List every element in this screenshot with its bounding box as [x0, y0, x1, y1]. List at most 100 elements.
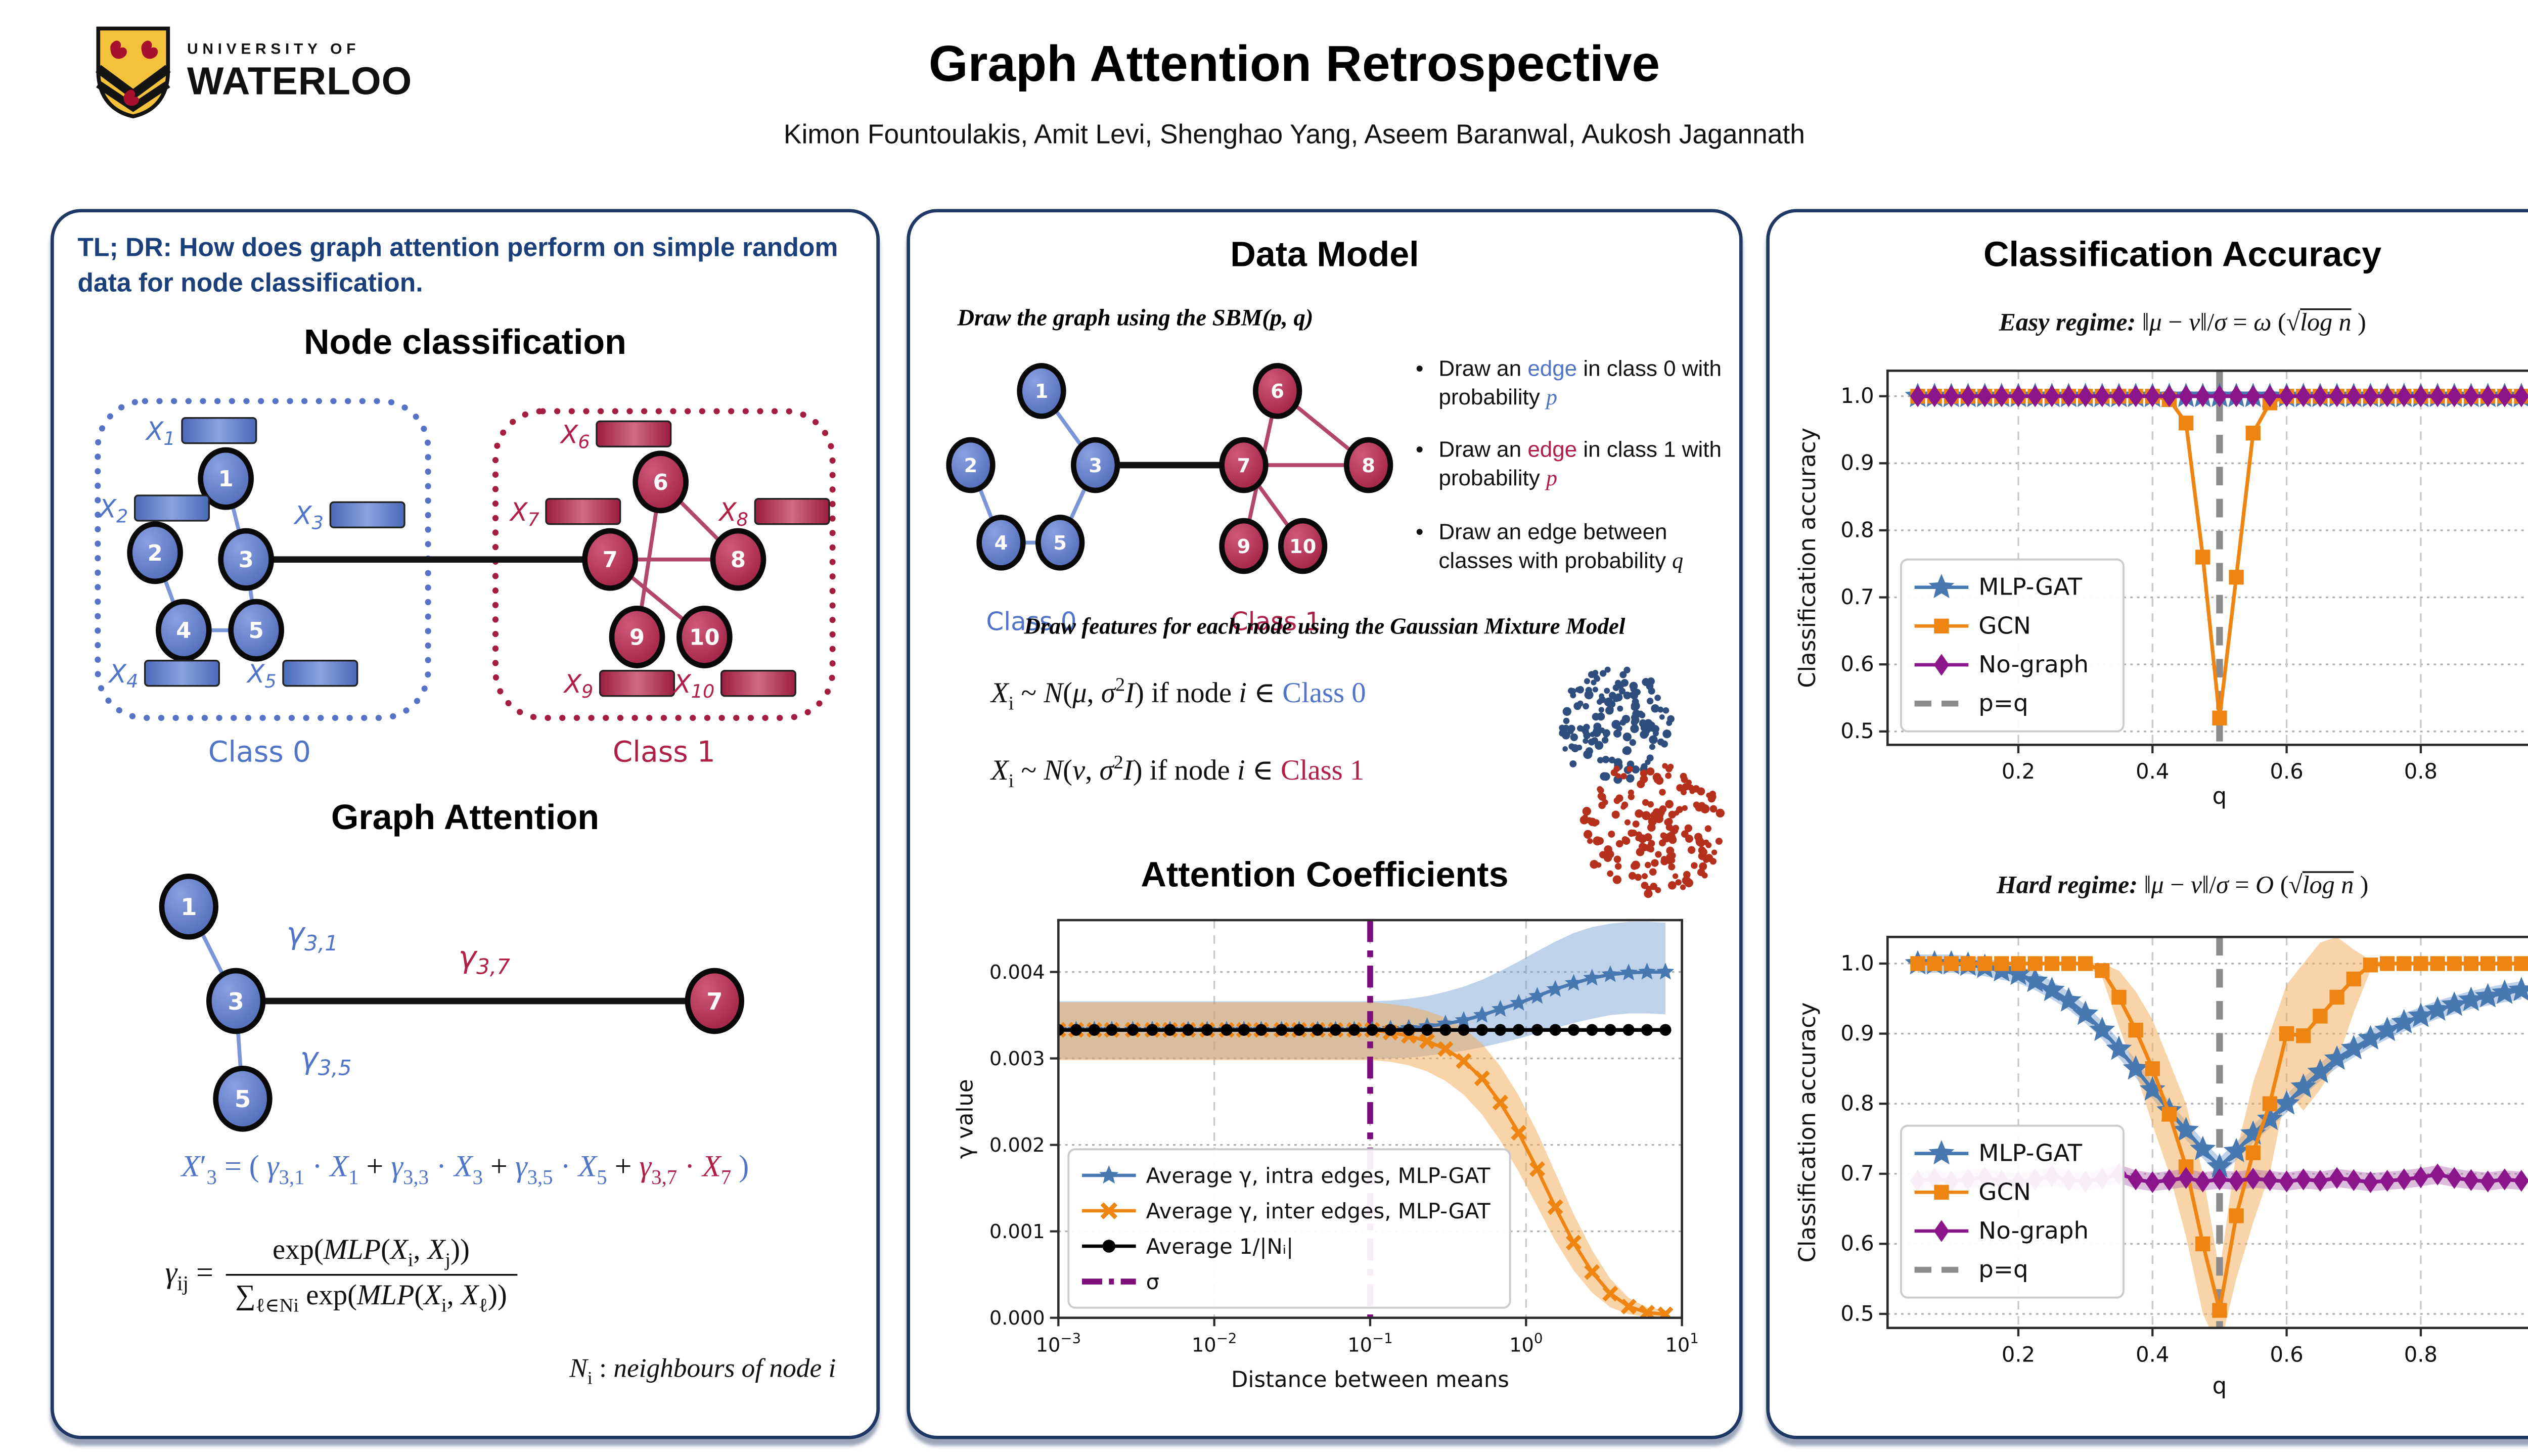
svg-text:X10: X10	[672, 669, 714, 702]
neighbours-note: Ni : neighbours of node i	[569, 1354, 836, 1389]
svg-text:1: 1	[1035, 380, 1049, 403]
tldr-text: TL; DR: How does graph attention perform…	[77, 234, 838, 298]
right-panel: Classification Accuracy Easy regime: ‖μ …	[1766, 209, 2528, 1439]
left-panel: TL; DR: How does graph attention perform…	[50, 209, 880, 1439]
svg-text:2: 2	[964, 454, 978, 477]
svg-text:6: 6	[1271, 380, 1284, 403]
svg-text:MLP-GAT: MLP-GAT	[1978, 1140, 2082, 1167]
waterloo-shield-icon	[96, 26, 171, 119]
svg-text:0.7: 0.7	[1840, 584, 1874, 609]
gmm-formula-class1: Xi ~ N(ν, σ2I) if node i ∈ Class 1	[990, 751, 1365, 792]
gamma-formula-denominator: ∑ℓ∈Ni exp(MLP(Xi, Xℓ))	[235, 1280, 507, 1317]
classification-accuracy-title: Classification Accuracy	[1983, 236, 2382, 275]
gmm-formula-class0: Xi ~ N(μ, σ2I) if node i ∈ Class 0	[990, 674, 1366, 715]
poster-title: Graph Attention Retrospective	[928, 37, 1660, 93]
svg-text:0.4: 0.4	[2136, 1342, 2169, 1367]
logo-line2: WATERLOO	[187, 59, 413, 103]
svg-text:10: 10	[689, 625, 719, 651]
svg-text:4: 4	[995, 532, 1008, 555]
svg-text:Average γ, inter edges, MLP-GA: Average γ, inter edges, MLP-GAT	[1146, 1199, 1491, 1223]
svg-text:3: 3	[1089, 454, 1102, 477]
svg-text:X5: X5	[246, 659, 277, 692]
svg-text:0.7: 0.7	[1840, 1161, 1874, 1186]
svg-text:MLP-GAT: MLP-GAT	[1978, 574, 2082, 601]
logo-line1: UNIVERSITY OF	[187, 40, 360, 58]
svg-text:p=q: p=q	[1978, 690, 2028, 717]
svg-text:0.9: 0.9	[1840, 450, 1874, 475]
node-classification-diagram: 1 2 3 4 5 6 7 8 9 10 X1 X2 X3 X4 X5 X6 X7 X8 X9 X10 Class 0 C…	[95, 398, 836, 769]
svg-text:10−2: 10−2	[1192, 1330, 1237, 1357]
svg-text:X4: X4	[108, 659, 139, 692]
svg-text:γ3,5: γ3,5	[300, 1040, 351, 1080]
bullet-edge-class0: Draw an edge in class 0 with probability…	[1416, 354, 1726, 412]
svg-text:γ3,7: γ3,7	[459, 939, 511, 979]
gmm-caption: Draw features for each node using the Ga…	[1024, 613, 1626, 639]
svg-text:Classification accuracy: Classification accuracy	[1794, 1003, 1821, 1263]
graph-attention-diagram: 1 3 5 7 γ3,1 γ3,7 γ3,5	[159, 873, 744, 1132]
gamma-formula-numerator: exp(MLP(Xi, Xj))	[273, 1233, 470, 1271]
svg-text:Distance between means: Distance between means	[1231, 1367, 1509, 1392]
svg-text:0.5: 0.5	[1840, 718, 1874, 743]
bullet-edge-class1: Draw an edge in class 1 with probability…	[1416, 435, 1726, 493]
svg-text:GCN: GCN	[1978, 612, 2031, 640]
svg-text:0.001: 0.001	[989, 1220, 1045, 1243]
svg-text:X6: X6	[559, 420, 590, 453]
bullet-dot	[1416, 354, 1423, 412]
svg-text:6: 6	[653, 470, 668, 495]
hard-regime-chart: 0.2 0.4 0.6 0.8 0.5 0.6 0.7 0.8 0.9 1.0 q Classific…	[1794, 935, 2528, 1399]
svg-text:0.6: 0.6	[2270, 759, 2303, 784]
sbm-caption: Draw the graph using the SBM(p, q)	[957, 306, 1314, 332]
svg-text:q: q	[2213, 783, 2227, 809]
svg-text:1.0: 1.0	[1840, 950, 1874, 975]
svg-text:Class 0: Class 0	[208, 736, 311, 769]
svg-text:X2: X2	[98, 494, 128, 527]
svg-text:X1: X1	[145, 417, 175, 449]
svg-text:3: 3	[228, 988, 244, 1016]
svg-text:0.6: 0.6	[1840, 652, 1874, 676]
easy-regime-title: Easy regime: ‖μ − ν‖/σ = ω (√log n )	[1999, 310, 2366, 337]
attention-coefficients-chart: 10−3 10−2 10−1 100 101 0.000 0.001 0.002 0.003 0.…	[953, 919, 1699, 1392]
middle-panel: Data Model Draw the graph using the SBM(…	[907, 209, 1743, 1439]
svg-text:10: 10	[1289, 535, 1316, 558]
bullet-dot	[1416, 435, 1423, 493]
svg-text:7: 7	[603, 548, 618, 573]
svg-text:0.6: 0.6	[1840, 1231, 1874, 1256]
svg-text:Class 1: Class 1	[613, 736, 715, 769]
svg-text:0.9: 0.9	[1840, 1021, 1874, 1045]
bullet-dot	[1416, 517, 1423, 574]
svg-text:No-graph: No-graph	[1978, 1217, 2089, 1245]
data-model-title: Data Model	[1230, 236, 1419, 275]
svg-text:γ3,1: γ3,1	[287, 916, 338, 956]
svg-text:GCN: GCN	[1978, 1178, 2031, 1206]
svg-text:100: 100	[1509, 1330, 1543, 1357]
svg-text:0.4: 0.4	[2136, 759, 2169, 784]
svg-text:X7: X7	[509, 497, 539, 530]
svg-text:9: 9	[629, 625, 645, 651]
svg-text:0.2: 0.2	[2002, 1342, 2035, 1367]
svg-text:X3: X3	[293, 501, 324, 534]
fraction-bar	[225, 1275, 517, 1277]
svg-text:3: 3	[239, 548, 254, 573]
svg-text:σ: σ	[1146, 1269, 1159, 1294]
gat-aggregation-formula: X′3 = ( γ3,1 · X1 + γ3,3 · X3 + γ3,5 · X…	[181, 1149, 749, 1189]
node-classification-title: Node classification	[303, 323, 626, 362]
svg-text:0.6: 0.6	[2270, 1342, 2303, 1367]
svg-text:0.2: 0.2	[2002, 759, 2035, 784]
svg-text:8: 8	[1362, 454, 1375, 477]
svg-text:0.8: 0.8	[2404, 759, 2437, 784]
attention-coefficients-title: Attention Coefficients	[1141, 856, 1509, 895]
svg-text:No-graph: No-graph	[1978, 651, 2089, 678]
hard-regime-title: Hard regime: ‖μ − ν‖/σ = O (√log n )	[1996, 873, 2369, 900]
sbm-graph-diagram: 1 2 3 4 5 6 7 8 9 10 Class 0 Class 1	[946, 362, 1393, 636]
svg-text:q: q	[2213, 1373, 2227, 1399]
svg-text:p=q: p=q	[1978, 1256, 2028, 1284]
svg-text:0.5: 0.5	[1840, 1301, 1874, 1326]
svg-text:0.000: 0.000	[989, 1307, 1045, 1330]
svg-text:0.002: 0.002	[989, 1134, 1045, 1157]
easy-regime-chart: 0.2 0.4 0.6 0.8 0.5 0.6 0.7 0.8 0.9 1.0 q Classific…	[1794, 369, 2528, 809]
svg-text:0.8: 0.8	[1840, 1090, 1874, 1115]
svg-text:X9: X9	[563, 669, 594, 702]
svg-text:X8: X8	[717, 497, 748, 530]
svg-text:2: 2	[148, 541, 163, 566]
